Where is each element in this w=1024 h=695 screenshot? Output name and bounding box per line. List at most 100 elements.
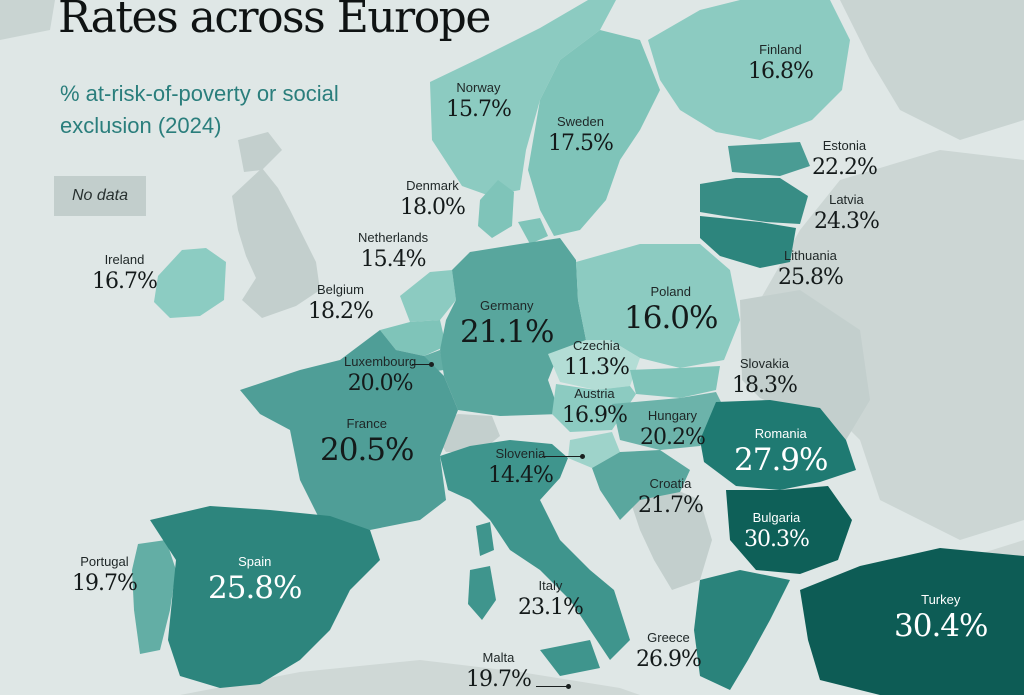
country-name: Turkey: [921, 592, 961, 607]
country-name: Latvia: [829, 192, 864, 207]
label-spain: Spain 25.8%: [208, 554, 302, 606]
country-value: 15.7%: [446, 97, 512, 122]
land-balkans: [630, 488, 712, 590]
country-name: Croatia: [649, 476, 692, 491]
country-name: Germany: [480, 298, 534, 313]
country-value: 25.8%: [778, 265, 844, 290]
land-iceland: [0, 0, 55, 40]
label-germany: Germany 21.1%: [460, 298, 554, 350]
label-belgium: Belgium 18.2%: [308, 282, 374, 326]
label-croatia: Croatia 21.7%: [638, 476, 704, 520]
country-value: 16.8%: [748, 59, 814, 84]
country-value: 21.1%: [460, 314, 554, 350]
label-estonia: Estonia 22.2%: [812, 138, 878, 182]
country-slovakia: [630, 366, 720, 398]
country-name: Ireland: [104, 252, 145, 267]
country-czechia: [548, 340, 640, 390]
country-value: 21.7%: [638, 493, 704, 518]
country-name: Greece: [647, 630, 690, 645]
country-estonia: [728, 142, 810, 176]
label-latvia: Latvia 24.3%: [814, 192, 880, 236]
label-slovakia: Slovakia 18.3%: [732, 356, 798, 400]
label-hungary: Hungary 20.2%: [640, 408, 706, 452]
label-france: France 20.5%: [320, 416, 414, 468]
country-norway: [430, 0, 616, 196]
country-value: 25.8%: [208, 570, 302, 606]
country-name: Hungary: [647, 408, 698, 423]
label-romania: Romania 27.9%: [734, 426, 828, 478]
country-austria: [552, 384, 636, 432]
label-italy: Italy 23.1%: [518, 578, 584, 622]
label-ireland: Ireland 16.7%: [92, 252, 158, 296]
label-denmark: Denmark 18.0%: [400, 178, 466, 222]
label-lithuania: Lithuania 25.8%: [778, 248, 844, 292]
leader-malta: [536, 686, 568, 687]
leader-dot-malta: [566, 684, 571, 689]
country-name: Netherlands: [358, 230, 429, 245]
country-name: Denmark: [406, 178, 459, 193]
country-name: Lithuania: [784, 248, 837, 263]
country-name: Poland: [650, 284, 691, 299]
country-germany: [440, 238, 586, 416]
country-poland: [576, 244, 740, 368]
country-value: 16.9%: [562, 403, 628, 428]
country-belgium: [380, 320, 446, 356]
country-value: 18.2%: [308, 299, 374, 324]
land-uk: [232, 168, 320, 318]
country-name: Romania: [754, 426, 807, 441]
map-subtitle: % at-risk-of-poverty or social exclusion…: [60, 81, 339, 138]
label-greece: Greece 26.9%: [636, 630, 702, 674]
label-czechia: Czechia 11.3%: [564, 338, 630, 382]
country-italy: [440, 440, 630, 660]
country-italy-sicily: [540, 640, 600, 676]
country-value: 14.4%: [488, 463, 554, 488]
country-value: 22.2%: [812, 155, 878, 180]
country-croatia: [592, 450, 690, 520]
label-bulgaria: Bulgaria 30.3%: [744, 510, 810, 554]
country-greece: [694, 570, 790, 690]
country-denmark-island: [518, 218, 548, 244]
country-name: Luxembourg: [344, 354, 417, 369]
label-finland: Finland 16.8%: [748, 42, 814, 86]
country-name: Bulgaria: [752, 510, 801, 525]
land-russia-north: [840, 0, 1024, 140]
country-value: 27.9%: [734, 442, 828, 478]
country-value: 16.0%: [624, 300, 718, 336]
country-ireland: [154, 248, 226, 318]
country-value: 23.1%: [518, 595, 584, 620]
country-value: 19.7%: [466, 667, 532, 692]
label-norway: Norway 15.7%: [446, 80, 512, 124]
country-value: 24.3%: [814, 209, 880, 234]
label-sweden: Sweden 17.5%: [548, 114, 614, 158]
country-value: 15.4%: [360, 247, 427, 272]
country-bulgaria: [726, 486, 852, 574]
country-value: 16.7%: [92, 269, 158, 294]
country-romania: [700, 400, 856, 490]
country-italy-corsica: [476, 522, 494, 556]
country-value: 20.2%: [640, 425, 706, 450]
label-austria: Austria 16.9%: [562, 386, 628, 430]
country-hungary: [612, 392, 730, 450]
country-finland: [648, 0, 850, 140]
country-sweden: [528, 30, 660, 236]
country-name: Estonia: [822, 138, 867, 153]
country-value: 20.0%: [347, 371, 414, 396]
country-value: 19.7%: [72, 571, 138, 596]
no-data-legend: No data: [54, 176, 146, 216]
country-netherlands: [400, 270, 456, 322]
country-spain: [150, 506, 380, 688]
country-value: 30.3%: [744, 527, 810, 552]
country-latvia: [700, 178, 808, 224]
country-name: Finland: [759, 42, 802, 57]
map-title: Rates across Europe: [58, 0, 491, 43]
country-name: Malta: [482, 650, 515, 665]
label-poland: Poland 16.0%: [624, 284, 718, 336]
country-portugal: [132, 540, 176, 654]
country-name: Italy: [538, 578, 563, 593]
land-uk-north: [238, 132, 282, 172]
country-name: Czechia: [572, 338, 620, 353]
country-name: Portugal: [80, 554, 129, 569]
leader-dot-luxembourg: [429, 362, 434, 367]
label-turkey: Turkey 30.4%: [894, 592, 988, 644]
